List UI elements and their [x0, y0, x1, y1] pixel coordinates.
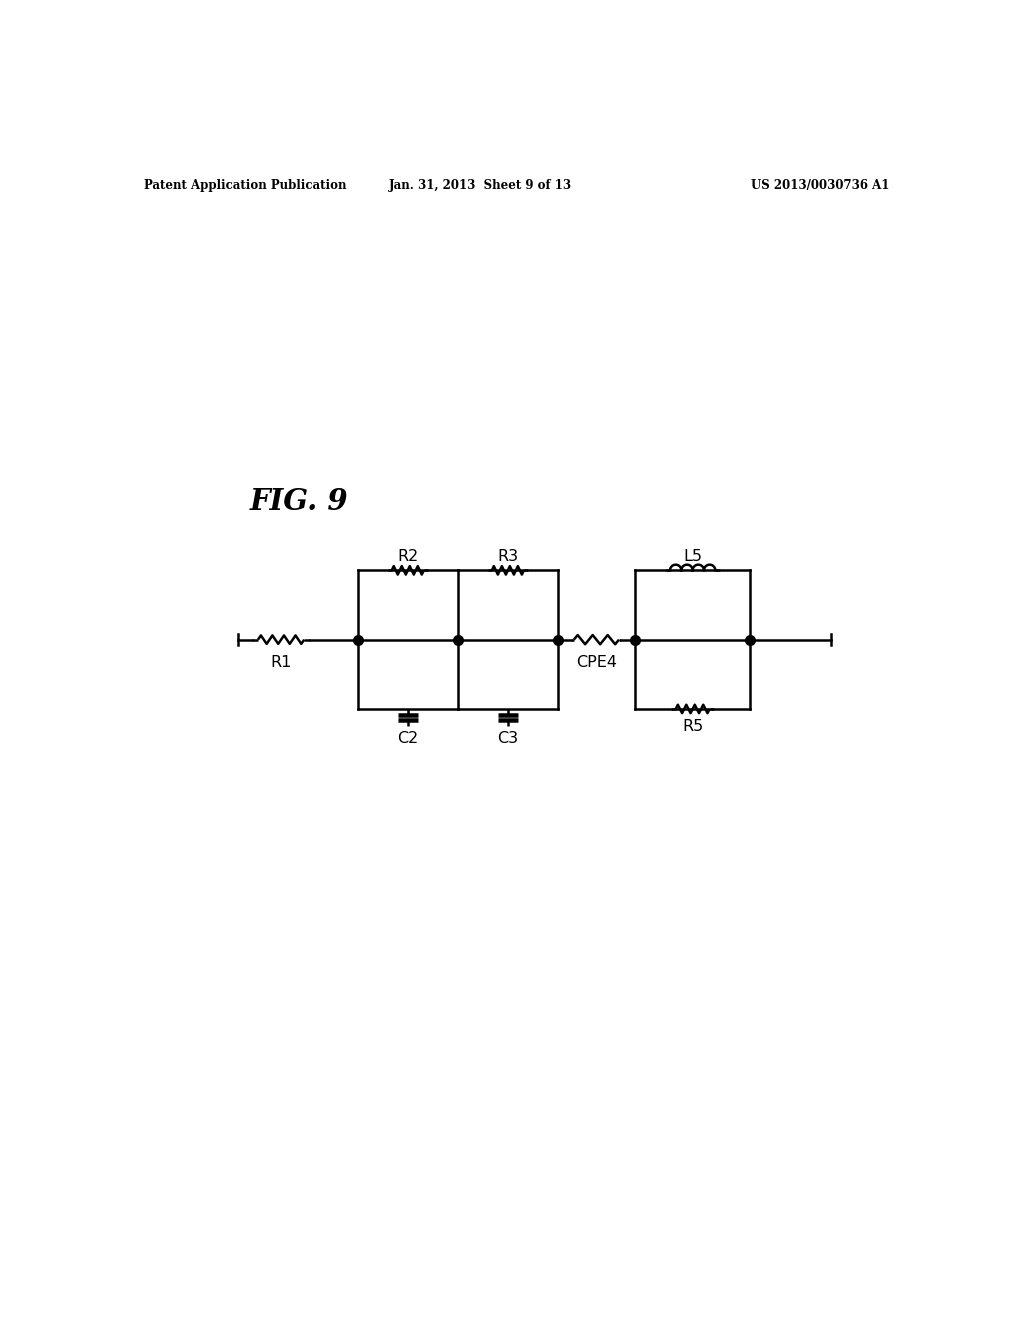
Text: L5: L5 [683, 549, 702, 564]
Text: FIG. 9: FIG. 9 [250, 487, 348, 516]
Text: US 2013/0030736 A1: US 2013/0030736 A1 [751, 178, 889, 191]
Text: C3: C3 [498, 730, 518, 746]
Text: R2: R2 [397, 549, 419, 564]
Text: R5: R5 [682, 719, 703, 734]
Text: C2: C2 [397, 730, 419, 746]
Text: R3: R3 [498, 549, 518, 564]
Text: CPE4: CPE4 [575, 655, 616, 671]
Text: Patent Application Publication: Patent Application Publication [144, 178, 347, 191]
Text: Jan. 31, 2013  Sheet 9 of 13: Jan. 31, 2013 Sheet 9 of 13 [389, 178, 572, 191]
Text: R1: R1 [270, 655, 292, 671]
